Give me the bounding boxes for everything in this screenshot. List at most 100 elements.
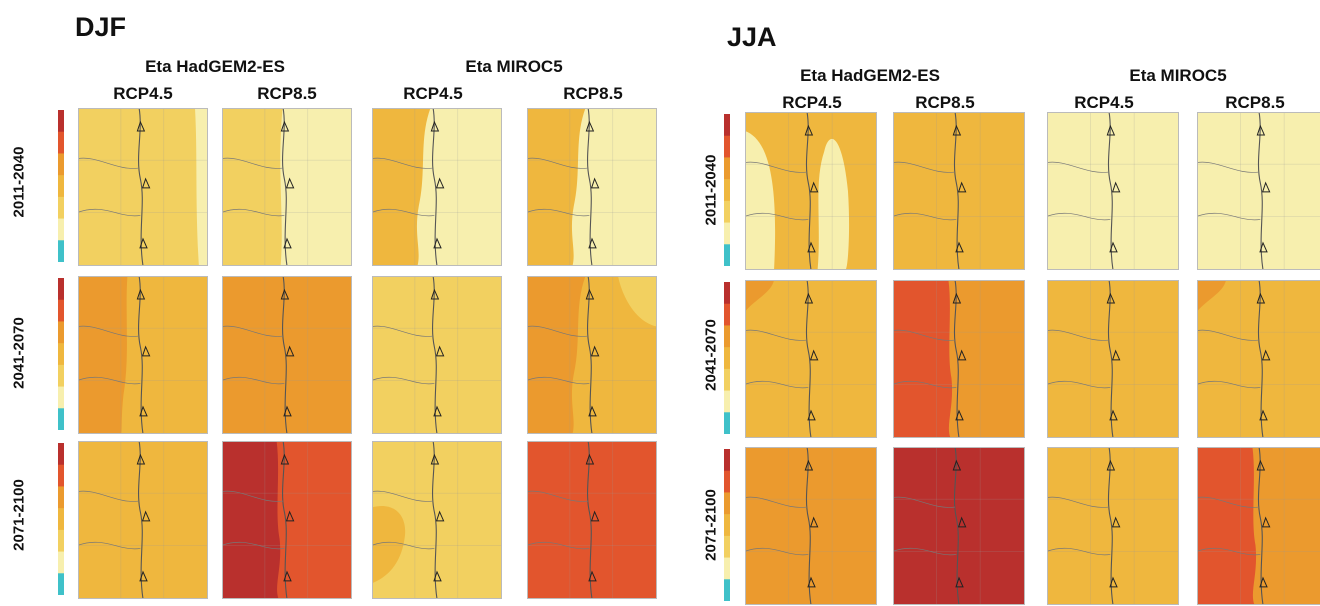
colorbar-wrapper bbox=[724, 282, 732, 439]
map-panel bbox=[745, 447, 877, 605]
map-panel bbox=[222, 108, 352, 266]
colorbar bbox=[724, 114, 732, 266]
colorbar-segment bbox=[58, 153, 64, 175]
colorbar-segment bbox=[58, 408, 64, 430]
scenario-title: RCP4.5 bbox=[782, 93, 842, 113]
colorbar-segment bbox=[724, 391, 730, 413]
colorbar-segment bbox=[58, 365, 64, 387]
map-svg bbox=[745, 447, 877, 605]
colorbar-segment bbox=[724, 347, 730, 369]
period-label: 2041-2070 bbox=[11, 317, 28, 389]
map-svg bbox=[222, 276, 352, 434]
model-title-jja-hadgem: Eta HadGEM2-ES bbox=[800, 66, 940, 86]
map-svg bbox=[745, 280, 877, 438]
map-panel bbox=[893, 447, 1025, 605]
map-panel bbox=[1047, 112, 1179, 270]
colorbar-segment bbox=[724, 325, 730, 347]
colorbar bbox=[58, 278, 66, 430]
map-svg bbox=[1197, 447, 1320, 605]
colorbar-segment bbox=[724, 536, 730, 558]
map-svg bbox=[893, 447, 1025, 605]
colorbar-segment bbox=[58, 240, 64, 262]
colorbar-segment bbox=[724, 471, 730, 493]
map-panel bbox=[78, 108, 208, 266]
colorbar-segment bbox=[58, 278, 64, 300]
colorbar-segment bbox=[58, 219, 64, 241]
map-panel bbox=[893, 112, 1025, 270]
panel-west-region bbox=[78, 276, 127, 434]
colorbar-segment bbox=[58, 175, 64, 197]
colorbar-segment bbox=[58, 132, 64, 154]
map-svg bbox=[372, 108, 502, 266]
colorbar-segment bbox=[58, 300, 64, 322]
colorbar-segment bbox=[724, 114, 730, 136]
season-title-jja: JJA bbox=[727, 22, 777, 53]
map-panel bbox=[1047, 447, 1179, 605]
colorbar-segment bbox=[724, 579, 730, 601]
scenario-title: RCP4.5 bbox=[403, 84, 463, 104]
map-svg bbox=[372, 276, 502, 434]
map-panel bbox=[745, 280, 877, 438]
colorbar-segment bbox=[58, 573, 64, 595]
map-panel bbox=[527, 441, 657, 599]
scenario-title: RCP4.5 bbox=[113, 84, 173, 104]
colorbar-wrapper bbox=[724, 114, 732, 271]
panel-west-region bbox=[1197, 447, 1256, 605]
colorbar-segment bbox=[58, 197, 64, 219]
colorbar-segment bbox=[724, 412, 730, 434]
map-svg bbox=[745, 112, 877, 270]
map-svg bbox=[893, 280, 1025, 438]
map-panel bbox=[1047, 280, 1179, 438]
colorbar-wrapper bbox=[58, 278, 66, 435]
model-title-djf-miroc: Eta MIROC5 bbox=[465, 57, 562, 77]
map-svg bbox=[372, 441, 502, 599]
colorbar-segment bbox=[724, 449, 730, 471]
colorbar-segment bbox=[724, 369, 730, 391]
colorbar-segment bbox=[58, 552, 64, 574]
map-svg bbox=[527, 276, 657, 434]
colorbar-segment bbox=[58, 443, 64, 465]
colorbar-segment bbox=[724, 282, 730, 304]
colorbar-segment bbox=[58, 465, 64, 487]
colorbar-segment bbox=[58, 486, 64, 508]
map-panel bbox=[1197, 280, 1320, 438]
period-label: 2071-2100 bbox=[703, 489, 720, 561]
panel-base-fill bbox=[1197, 112, 1320, 270]
map-panel bbox=[527, 276, 657, 434]
scenario-title: RCP8.5 bbox=[257, 84, 317, 104]
map-panel bbox=[372, 108, 502, 266]
model-title-jja-miroc: Eta MIROC5 bbox=[1129, 66, 1226, 86]
colorbar bbox=[724, 449, 732, 601]
map-svg bbox=[78, 276, 208, 434]
map-svg bbox=[1197, 280, 1320, 438]
scenario-title: RCP8.5 bbox=[1225, 93, 1285, 113]
map-svg bbox=[1047, 280, 1179, 438]
map-svg bbox=[893, 112, 1025, 270]
panel-west-region bbox=[222, 441, 280, 599]
map-svg bbox=[222, 441, 352, 599]
colorbar-segment bbox=[58, 387, 64, 409]
map-svg bbox=[78, 441, 208, 599]
colorbar-segment bbox=[724, 201, 730, 223]
panel-east-region bbox=[280, 108, 352, 266]
colorbar-segment bbox=[724, 223, 730, 245]
colorbar-segment bbox=[724, 179, 730, 201]
panel-base-fill bbox=[1197, 280, 1320, 438]
period-label: 2011-2040 bbox=[703, 155, 720, 226]
map-svg bbox=[1047, 112, 1179, 270]
map-panel bbox=[222, 441, 352, 599]
colorbar-segment bbox=[724, 558, 730, 580]
scenario-title: RCP8.5 bbox=[563, 84, 623, 104]
model-title-djf-hadgem: Eta HadGEM2-ES bbox=[145, 57, 285, 77]
colorbar-segment bbox=[58, 343, 64, 365]
map-svg bbox=[222, 108, 352, 266]
colorbar bbox=[58, 110, 66, 262]
colorbar-segment bbox=[724, 244, 730, 266]
map-svg bbox=[527, 441, 657, 599]
map-svg bbox=[78, 108, 208, 266]
map-panel bbox=[1197, 112, 1320, 270]
colorbar-wrapper bbox=[724, 449, 732, 606]
colorbar-segment bbox=[724, 514, 730, 536]
colorbar bbox=[724, 282, 732, 434]
scenario-title: RCP4.5 bbox=[1074, 93, 1134, 113]
